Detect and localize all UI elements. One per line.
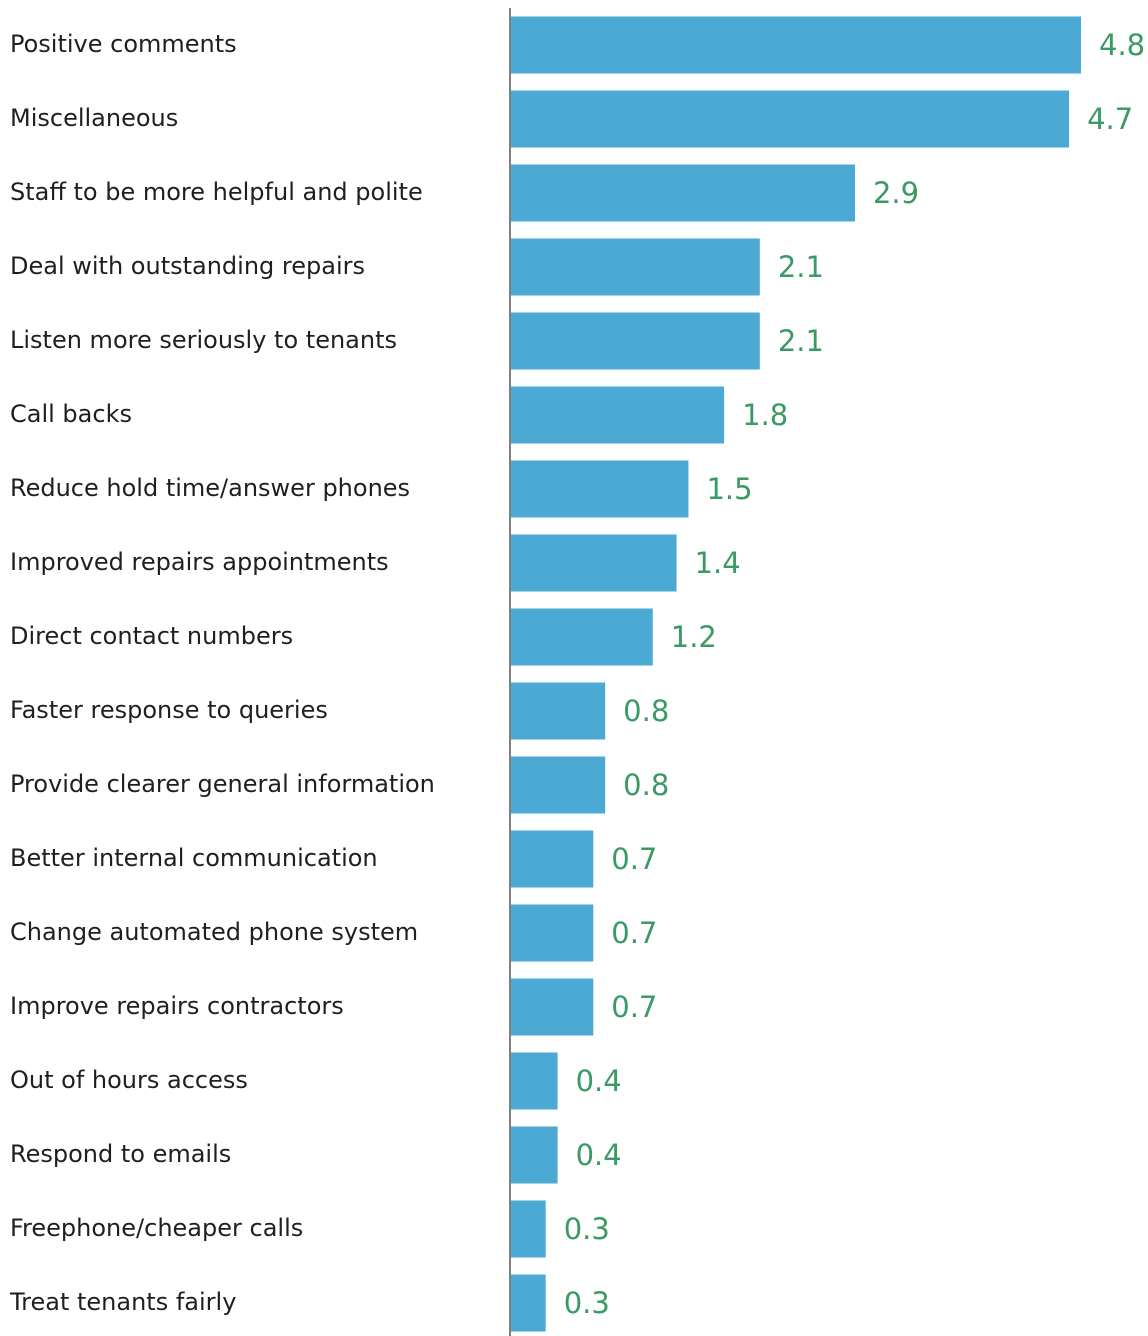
- bar: [510, 1274, 546, 1332]
- bar: [510, 534, 677, 592]
- value-label: 4.8: [1099, 28, 1145, 62]
- bar: [510, 978, 594, 1036]
- bar: [510, 16, 1081, 74]
- bar: [510, 1126, 558, 1184]
- category-label: Call backs: [10, 400, 132, 428]
- bar: [510, 904, 594, 962]
- value-labels-layer: 4.8 4.7 2.9 2.1 2.1 1.8 1.5 1.4 1.2 0.8 0.8 0.7 0.7 0…: [564, 28, 1145, 1320]
- category-label: Freephone/cheaper calls: [10, 1214, 303, 1242]
- bar: [510, 90, 1070, 148]
- value-label: 0.3: [564, 1212, 610, 1246]
- value-label: 4.7: [1087, 102, 1133, 136]
- value-label: 0.3: [564, 1286, 610, 1320]
- value-label: 0.4: [576, 1064, 622, 1098]
- bar: [510, 238, 760, 296]
- category-label: Deal with outstanding repairs: [10, 252, 365, 280]
- category-label: Faster response to queries: [10, 696, 328, 724]
- category-label: Out of hours access: [10, 1066, 248, 1094]
- bar: [510, 682, 606, 740]
- value-label: 2.1: [778, 324, 824, 358]
- category-label: Better internal communication: [10, 844, 378, 872]
- bar: [510, 608, 653, 666]
- category-label: Respond to emails: [10, 1140, 231, 1168]
- value-label: 1.2: [671, 620, 717, 654]
- value-label: 2.1: [778, 250, 824, 284]
- bar: [510, 756, 606, 814]
- value-label: 0.7: [611, 842, 657, 876]
- category-label: Treat tenants fairly: [9, 1288, 236, 1316]
- value-label: 1.4: [695, 546, 741, 580]
- category-label: Positive comments: [10, 30, 237, 58]
- bar: [510, 164, 855, 222]
- category-label: Miscellaneous: [10, 104, 178, 132]
- value-label: 0.8: [623, 768, 669, 802]
- value-label: 2.9: [873, 176, 919, 210]
- category-label: Staff to be more helpful and polite: [10, 178, 423, 206]
- bar: [510, 1200, 546, 1258]
- category-label: Improved repairs appointments: [10, 548, 389, 576]
- value-label: 0.7: [611, 916, 657, 950]
- bar: [510, 830, 594, 888]
- bar: [510, 460, 689, 518]
- category-label: Reduce hold time/answer phones: [10, 474, 410, 502]
- value-label: 1.8: [742, 398, 788, 432]
- category-label: Change automated phone system: [10, 918, 418, 946]
- bars-layer: [510, 16, 1081, 1332]
- category-label: Provide clearer general information: [10, 770, 435, 798]
- category-labels-layer: Positive comments Miscellaneous Staff to b…: [9, 30, 435, 1316]
- bar: [510, 312, 760, 370]
- value-label: 1.5: [706, 472, 752, 506]
- category-label: Improve repairs contractors: [10, 992, 344, 1020]
- value-label: 0.7: [611, 990, 657, 1024]
- value-label: 0.4: [576, 1138, 622, 1172]
- bar: [510, 386, 725, 444]
- value-label: 0.8: [623, 694, 669, 728]
- category-label: Direct contact numbers: [10, 622, 293, 650]
- bar: [510, 1052, 558, 1110]
- category-label: Listen more seriously to tenants: [10, 326, 397, 354]
